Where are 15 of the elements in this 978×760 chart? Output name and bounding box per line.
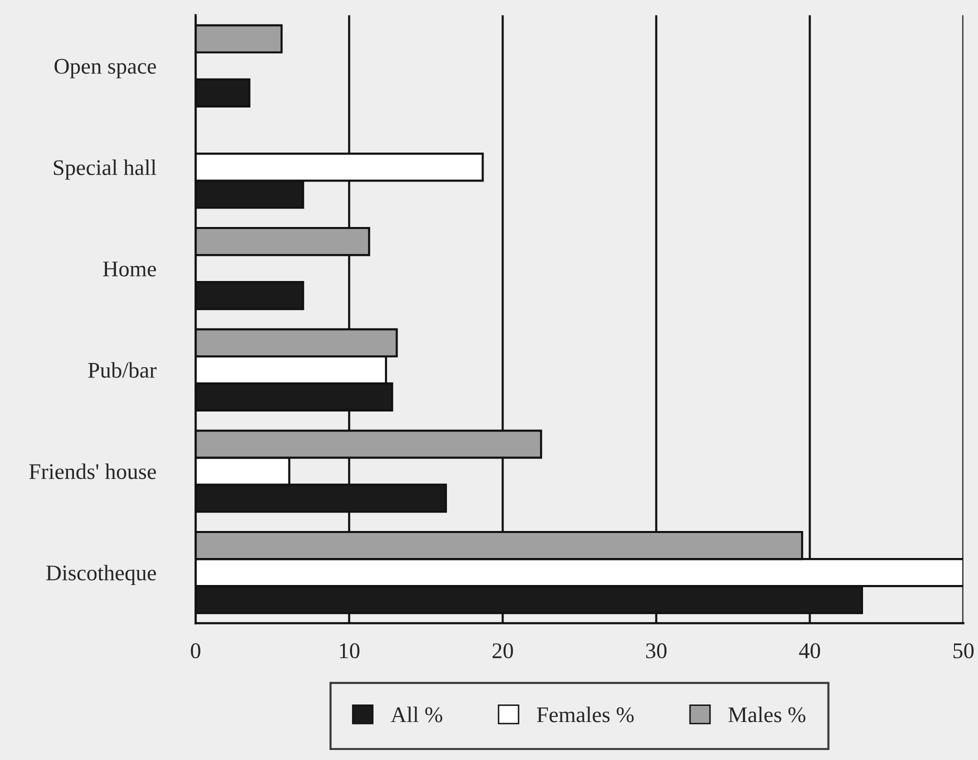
x-tick-label: 40: [799, 643, 820, 658]
legend-label: Females %: [536, 706, 634, 722]
y-tick-label: Pub/bar: [88, 362, 157, 378]
x-tick-label: 50: [954, 643, 974, 658]
x-tick-label: 20: [492, 643, 513, 658]
y-tick-label: Friends' house: [29, 463, 156, 480]
legend-label: Males %: [728, 706, 806, 722]
legend-label: All %: [390, 706, 442, 722]
y-tick-label: Home: [103, 262, 156, 276]
y-tick-label: Open space: [54, 58, 156, 78]
x-tick-label: 30: [646, 643, 666, 658]
x-tick-label: 0: [190, 643, 200, 658]
x-tick-label: 10: [340, 643, 360, 658]
y-tick-label: Special hall: [54, 159, 156, 180]
y-tick-label: Discotheque: [46, 564, 156, 585]
